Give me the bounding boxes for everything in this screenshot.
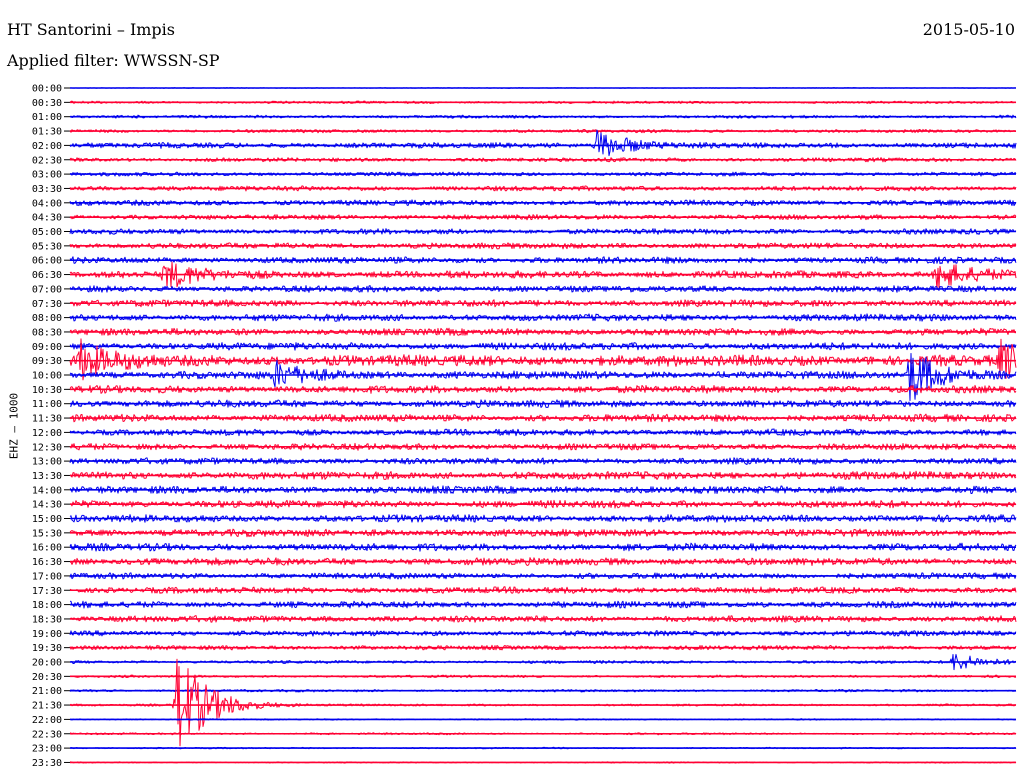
- seismic-trace-0630: [69, 261, 1017, 290]
- trace-time-label: 13:30: [32, 471, 62, 482]
- trace-time-label: 12:30: [32, 442, 62, 453]
- trace-time-label: 06:00: [32, 256, 62, 267]
- trace-time-label: 12:00: [32, 428, 62, 439]
- trace-time-label: 18:30: [32, 614, 62, 625]
- station-title: HT Santorini – Impis: [7, 20, 175, 39]
- seismic-trace-2130: [69, 658, 1017, 747]
- trace-time-label: 03:30: [32, 184, 62, 195]
- trace-time-label: 20:00: [32, 658, 62, 669]
- trace-time-label: 16:00: [32, 543, 62, 554]
- trace-time-label: 19:30: [32, 643, 62, 654]
- trace-time-label: 10:30: [32, 385, 62, 396]
- trace-time-label: 10:00: [32, 371, 62, 382]
- trace-time-label: 16:30: [32, 557, 62, 568]
- trace-time-label: 04:30: [32, 213, 62, 224]
- date-label: 2015-05-10: [922, 20, 1015, 39]
- seismic-trace-1530: [69, 528, 1017, 538]
- trace-time-label: 00:00: [32, 84, 62, 95]
- trace-time-label: 11:30: [32, 414, 62, 425]
- trace-time-label: 14:00: [32, 485, 62, 496]
- trace-time-label: 23:00: [32, 744, 62, 755]
- seismic-trace-1000: [69, 352, 1017, 402]
- trace-time-label: 04:00: [32, 198, 62, 209]
- trace-time-label: 14:30: [32, 500, 62, 511]
- trace-time-label: 05:30: [32, 241, 62, 252]
- trace-time-label: 05:00: [32, 227, 62, 238]
- seismic-trace-0330: [69, 185, 1017, 192]
- trace-time-label: 20:30: [32, 672, 62, 683]
- trace-time-label: 15:00: [32, 514, 62, 525]
- trace-time-label: 06:30: [32, 270, 62, 281]
- trace-time-label: 01:30: [32, 127, 62, 138]
- seismic-trace-0200: [69, 129, 1017, 157]
- trace-time-label: 22:00: [32, 715, 62, 726]
- trace-time-label: 22:30: [32, 729, 62, 740]
- trace-time-label: 15:30: [32, 528, 62, 539]
- trace-time-label: 23:30: [32, 758, 62, 769]
- seismic-trace-0430: [69, 214, 1017, 221]
- trace-time-label: 08:30: [32, 327, 62, 338]
- filter-label: Applied filter: WWSSN-SP: [7, 51, 220, 70]
- trace-time-label: 09:30: [32, 356, 62, 367]
- trace-time-label: 02:30: [32, 155, 62, 166]
- trace-time-label: 03:00: [32, 170, 62, 181]
- trace-time-label: 02:00: [32, 141, 62, 152]
- trace-time-label: 01:00: [32, 112, 62, 123]
- trace-time-label: 07:00: [32, 284, 62, 295]
- trace-time-label: 21:30: [32, 701, 62, 712]
- seismic-trace-1800: [69, 600, 1017, 609]
- trace-time-label: 07:30: [32, 299, 62, 310]
- seismic-trace-1300: [69, 457, 1017, 466]
- trace-time-label: 00:30: [32, 98, 62, 109]
- seismic-trace-1200: [69, 428, 1017, 437]
- trace-time-label: 17:00: [32, 571, 62, 582]
- trace-time-label: 18:00: [32, 600, 62, 611]
- trace-time-label: 13:00: [32, 457, 62, 468]
- trace-time-label: 11:00: [32, 399, 62, 410]
- seismic-trace-0900: [69, 342, 1017, 351]
- trace-time-label: 09:00: [32, 342, 62, 353]
- trace-time-label: 19:00: [32, 629, 62, 640]
- trace-time-label: 08:00: [32, 313, 62, 324]
- trace-time-label: 21:00: [32, 686, 62, 697]
- trace-time-label: 17:30: [32, 586, 62, 597]
